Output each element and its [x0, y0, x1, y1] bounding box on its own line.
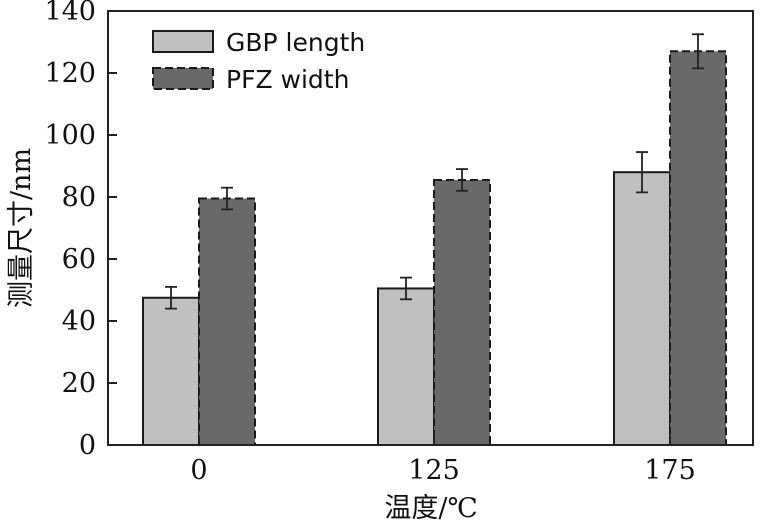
x-tick-label: 0: [190, 455, 207, 486]
y-tick-label: 100: [44, 120, 96, 151]
y-tick-label: 0: [79, 430, 96, 461]
legend: GBP length PFZ width: [152, 28, 365, 94]
y-axis: 0 20 40 60 80 100 120 140: [44, 0, 117, 461]
y-tick-label: 80: [62, 182, 96, 213]
y-tick-label: 140: [44, 0, 96, 27]
legend-label: GBP length: [226, 28, 365, 57]
axes-frame: [107, 10, 754, 446]
bar-pfz-width: [198, 197, 256, 446]
x-axis: 0 125 175: [190, 436, 696, 486]
plot-area: [142, 33, 727, 447]
bar-gbp-length: [613, 171, 671, 446]
y-axis-label: 测量尺寸/nm: [6, 148, 37, 308]
bar-pfz-width: [433, 178, 491, 446]
y-tick-label: 40: [62, 306, 96, 337]
x-axis-label: 温度/℃: [384, 493, 477, 524]
y-tick-label: 120: [44, 58, 96, 89]
legend-swatch: [152, 30, 214, 53]
x-tick-label: 125: [408, 455, 460, 486]
bar-gbp-length: [142, 296, 200, 446]
legend-label: PFZ width: [226, 65, 349, 94]
bar-gbp-length: [377, 287, 435, 447]
y-tick-label: 60: [62, 244, 96, 275]
x-tick-label: 175: [644, 455, 696, 486]
bar-pfz-width: [669, 50, 727, 447]
y-tick-label: 20: [62, 368, 96, 399]
legend-swatch: [152, 67, 214, 90]
